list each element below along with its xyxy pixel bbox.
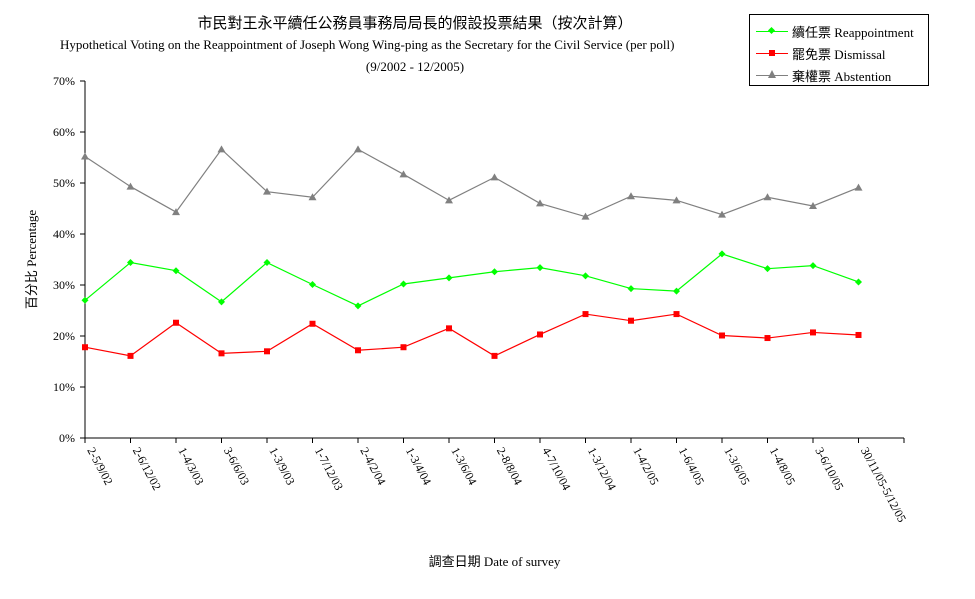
data-point-abstention	[854, 183, 863, 191]
x-tick-label: 1-3/6/04	[448, 445, 479, 487]
y-tick-label: 10%	[53, 380, 75, 394]
data-point-dismissal	[127, 352, 134, 359]
data-point-abstention	[445, 196, 453, 204]
data-point-reappointment	[400, 280, 407, 288]
x-tick-label: 1-3/6/05	[721, 445, 752, 487]
legend-label-dismissal: 罷免票 Dismissal	[792, 46, 886, 62]
data-point-abstention	[809, 201, 817, 209]
data-point-abstention	[263, 187, 271, 195]
data-point-abstention	[763, 193, 772, 201]
y-tick-label: 40%	[53, 227, 75, 241]
data-point-dismissal	[582, 311, 589, 318]
x-tick-label: 3-6/10/05	[812, 445, 846, 493]
data-point-reappointment	[127, 259, 134, 267]
x-tick-label: 1-4/8/05	[767, 445, 798, 487]
series-line-abstention	[84, 148, 859, 218]
legend-label-reappointment: 續任票 Reappointment	[792, 24, 914, 40]
data-point-reappointment	[263, 259, 271, 267]
y-tick-label: 20%	[53, 329, 75, 343]
y-tick-label: 50%	[53, 176, 75, 190]
data-point-abstention	[354, 145, 362, 153]
chart-legend: 續任票 Reappointment 罷免票 Dismissal 棄權票 Abst…	[749, 14, 929, 86]
data-point-dismissal	[309, 320, 316, 327]
data-point-reappointment	[172, 267, 180, 275]
data-point-abstention	[308, 193, 317, 201]
data-point-reappointment	[491, 268, 498, 276]
data-point-abstention	[172, 208, 180, 216]
y-axis-title: 百分比 Percentage	[24, 210, 39, 310]
data-point-reappointment	[218, 298, 225, 306]
data-point-dismissal	[810, 329, 816, 336]
data-point-abstention	[627, 192, 635, 200]
x-tick-label: 1-3/9/03	[266, 445, 297, 487]
data-point-dismissal	[400, 344, 407, 351]
data-point-dismissal	[218, 350, 225, 357]
data-point-reappointment	[536, 264, 544, 272]
x-tick-label: 2-8/8/04	[494, 445, 525, 487]
data-point-abstention	[581, 212, 590, 220]
data-point-dismissal	[855, 331, 862, 338]
x-tick-label: 4-7/10/04	[539, 445, 573, 493]
data-point-reappointment	[764, 265, 771, 273]
data-point-abstention	[126, 182, 135, 190]
y-tick-label: 30%	[53, 278, 75, 292]
data-point-dismissal	[719, 332, 725, 339]
data-point-abstention	[490, 173, 499, 181]
data-point-reappointment	[582, 272, 589, 280]
legend-item-reappointment: 續任票 Reappointment	[756, 21, 914, 41]
legend-item-dismissal: 罷免票 Dismissal	[756, 43, 886, 63]
data-point-abstention	[718, 210, 726, 218]
data-point-dismissal	[264, 348, 270, 355]
legend-swatch-reappointment	[756, 25, 788, 37]
data-point-reappointment	[445, 274, 453, 282]
series-line-reappointment	[84, 253, 859, 307]
data-point-abstention	[217, 145, 226, 153]
x-tick-label: 2-4/2/04	[357, 445, 388, 487]
legend-swatch-abstention	[756, 69, 788, 81]
x-tick-label: 1-6/4/05	[676, 445, 707, 487]
series-line-dismissal	[84, 313, 859, 357]
data-point-dismissal	[673, 311, 680, 318]
data-point-reappointment	[809, 262, 817, 270]
x-tick-label: 2-6/12/02	[130, 445, 164, 493]
data-point-reappointment	[718, 250, 726, 258]
legend-swatch-dismissal	[756, 47, 788, 59]
x-tick-label: 30/11/05-5/12/05	[858, 445, 909, 525]
data-point-dismissal	[491, 352, 498, 359]
legend-item-abstention: 棄權票 Abstention	[756, 65, 891, 85]
data-point-reappointment	[354, 302, 362, 310]
x-tick-label: 3-6/6/03	[221, 445, 252, 487]
data-point-dismissal	[537, 331, 543, 338]
data-point-dismissal	[764, 335, 771, 342]
data-point-reappointment	[309, 280, 316, 288]
data-point-dismissal	[355, 347, 361, 354]
data-point-abstention	[672, 196, 681, 204]
y-tick-label: 60%	[53, 125, 75, 139]
x-axis-title: 調查日期 Date of survey	[429, 554, 561, 569]
y-tick-label: 70%	[53, 74, 75, 88]
x-tick-label: 1-4/3/03	[175, 445, 206, 487]
data-point-dismissal	[628, 317, 634, 324]
data-point-abstention	[81, 152, 89, 160]
data-point-reappointment	[81, 296, 89, 304]
chart-title: 市民對王永平續任公務員事務局局長的假設投票結果（按次計算）	[197, 16, 633, 32]
data-point-dismissal	[173, 319, 179, 326]
x-tick-label: 1-7/12/03	[312, 445, 346, 493]
x-tick-label: 1-3/4/04	[403, 445, 434, 487]
x-tick-label: 1-4/2/05	[630, 445, 661, 487]
data-point-abstention	[399, 170, 408, 178]
x-tick-label: 2-5/9/02	[84, 445, 115, 487]
data-point-dismissal	[446, 325, 452, 332]
data-point-reappointment	[855, 278, 862, 286]
legend-label-abstention: 棄權票 Abstention	[792, 68, 892, 84]
y-tick-label: 0%	[59, 431, 75, 445]
data-point-dismissal	[82, 344, 88, 351]
data-point-abstention	[536, 199, 544, 207]
data-point-reappointment	[627, 285, 635, 293]
x-tick-label: 1-3/12/04	[585, 445, 619, 493]
chart-subtitle: Hypothetical Voting on the Reappointment…	[60, 37, 675, 52]
data-point-reappointment	[673, 287, 680, 295]
chart-period: (9/2002 - 12/2005)	[365, 59, 465, 74]
